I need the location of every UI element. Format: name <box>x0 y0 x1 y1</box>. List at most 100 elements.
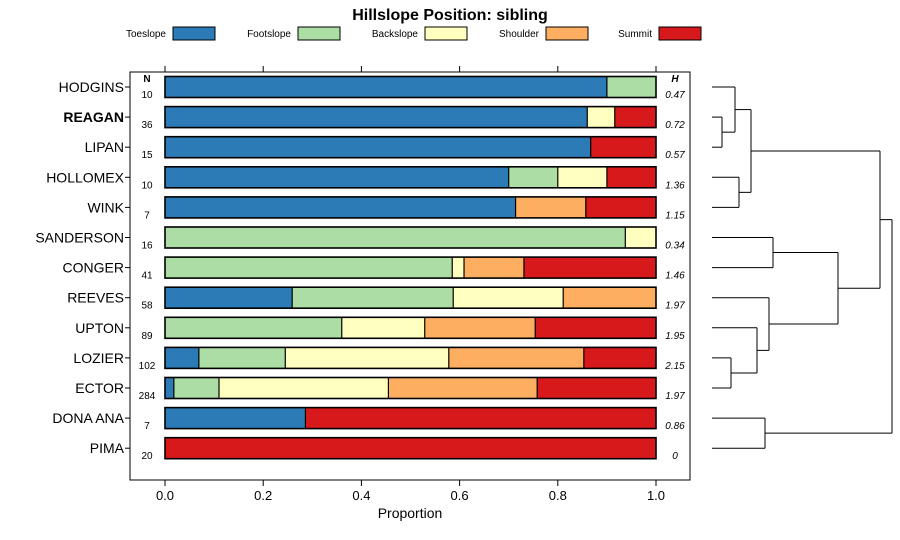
bar-segment <box>165 136 591 158</box>
bar-segment <box>292 287 454 309</box>
n-label: 10 <box>141 90 153 101</box>
bar-segment <box>165 287 293 309</box>
n-label: 41 <box>141 271 153 282</box>
bar-segment <box>388 377 538 399</box>
bar-segment <box>590 136 656 158</box>
bar-segment <box>173 377 220 399</box>
bar-segment <box>523 257 656 279</box>
legend-swatch <box>658 26 702 41</box>
n-label: 89 <box>141 331 153 342</box>
bar-segment <box>453 287 564 309</box>
bar-outline <box>164 135 657 159</box>
bar-segment <box>583 347 656 369</box>
category-label: UPTON <box>75 320 124 336</box>
n-label: 36 <box>141 120 153 131</box>
bar-segment <box>535 317 656 339</box>
bar-outline <box>164 436 657 460</box>
bar-outline <box>164 166 657 189</box>
bar-segment <box>165 437 656 459</box>
h-label: 0.57 <box>665 150 685 161</box>
legend-swatch <box>172 26 216 41</box>
bar-segment <box>587 106 615 128</box>
legend-swatch <box>545 26 589 41</box>
plot-area: 0.0 0.2 0.4 0.6 0.8 1.0 N H HODGINS 10 0.47 REAGAN 3… <box>35 66 691 503</box>
bar-segment <box>285 347 449 369</box>
bar-segment <box>165 106 588 128</box>
bar-segment <box>165 196 516 218</box>
bar-segment <box>424 317 536 339</box>
bar-segment <box>515 196 586 218</box>
x-tick-label: 0.0 <box>156 488 174 503</box>
h-label: 1.97 <box>665 301 685 312</box>
n-label: 7 <box>144 210 150 221</box>
n-label: 15 <box>141 150 153 161</box>
bar-segment <box>165 407 306 429</box>
bar-segment <box>563 287 656 309</box>
category-label: CONGER <box>63 260 124 276</box>
legend-label: Backslope <box>372 29 419 40</box>
category-label: SANDERSON <box>35 230 124 246</box>
bar-outline <box>164 105 657 129</box>
bar-segment <box>557 166 607 188</box>
bar-segment <box>614 106 656 128</box>
bar-segment <box>464 257 524 279</box>
bar-outline <box>164 316 657 340</box>
x-tick-label: 0.8 <box>549 488 567 503</box>
bar-segment <box>165 347 199 369</box>
plot-frame <box>129 71 691 481</box>
x-tick-label: 0.2 <box>254 488 272 503</box>
legend-label: Footslope <box>247 29 291 40</box>
x-tick-label: 0.6 <box>451 488 469 503</box>
bar-segment <box>198 347 286 369</box>
bar-segment <box>341 317 425 339</box>
category-label: WINK <box>87 199 124 215</box>
h-label: 0.72 <box>665 120 685 131</box>
bar-outline <box>164 226 657 249</box>
bar-segment <box>508 166 558 188</box>
bar-segment <box>165 377 174 399</box>
n-label: 102 <box>139 361 156 372</box>
bar-segment <box>452 257 465 279</box>
h-label: 1.15 <box>665 210 685 221</box>
h-label: 0.86 <box>665 421 685 432</box>
legend: Toeslope Footslope Backslope Shoulder Summit <box>126 26 702 41</box>
legend-label: Toeslope <box>126 29 166 40</box>
bar-segment <box>165 166 509 188</box>
h-label: 1.97 <box>665 391 685 402</box>
bar-segment <box>165 317 342 339</box>
h-label: 1.95 <box>665 331 685 342</box>
bar-segment <box>606 166 656 188</box>
n-label: 284 <box>139 391 156 402</box>
h-header: H <box>671 74 679 85</box>
category-label: LOZIER <box>73 350 124 366</box>
bar-segment <box>625 227 656 248</box>
bar-outline <box>164 256 657 279</box>
bar-segment <box>165 227 626 248</box>
n-label: 16 <box>141 241 153 252</box>
h-label: 0.34 <box>665 241 685 252</box>
n-label: 10 <box>141 180 153 191</box>
category-label: PIMA <box>90 440 125 456</box>
category-label: HODGINS <box>59 79 124 95</box>
n-label: 58 <box>141 301 153 312</box>
legend-swatch <box>297 26 341 41</box>
bar-segment <box>219 377 389 399</box>
bar-segment <box>585 196 656 218</box>
chart-title: Hillslope Position: sibling <box>352 7 548 24</box>
x-tick-label: 0.4 <box>352 488 370 503</box>
n-label: 20 <box>141 451 153 462</box>
n-label: 7 <box>144 421 150 432</box>
bar-segment <box>606 76 656 98</box>
bar-outline <box>164 376 657 400</box>
category-label: DONA ANA <box>52 410 124 426</box>
legend-label: Shoulder <box>499 29 540 40</box>
legend-label: Summit <box>618 29 652 40</box>
h-label: 1.36 <box>665 180 685 191</box>
bar-segment <box>305 407 656 429</box>
h-label: 2.15 <box>664 361 685 372</box>
category-label: ECTOR <box>75 380 124 396</box>
x-tick-label: 1.0 <box>647 488 665 503</box>
category-label: REAGAN <box>63 109 124 125</box>
category-label: REEVES <box>67 290 124 306</box>
